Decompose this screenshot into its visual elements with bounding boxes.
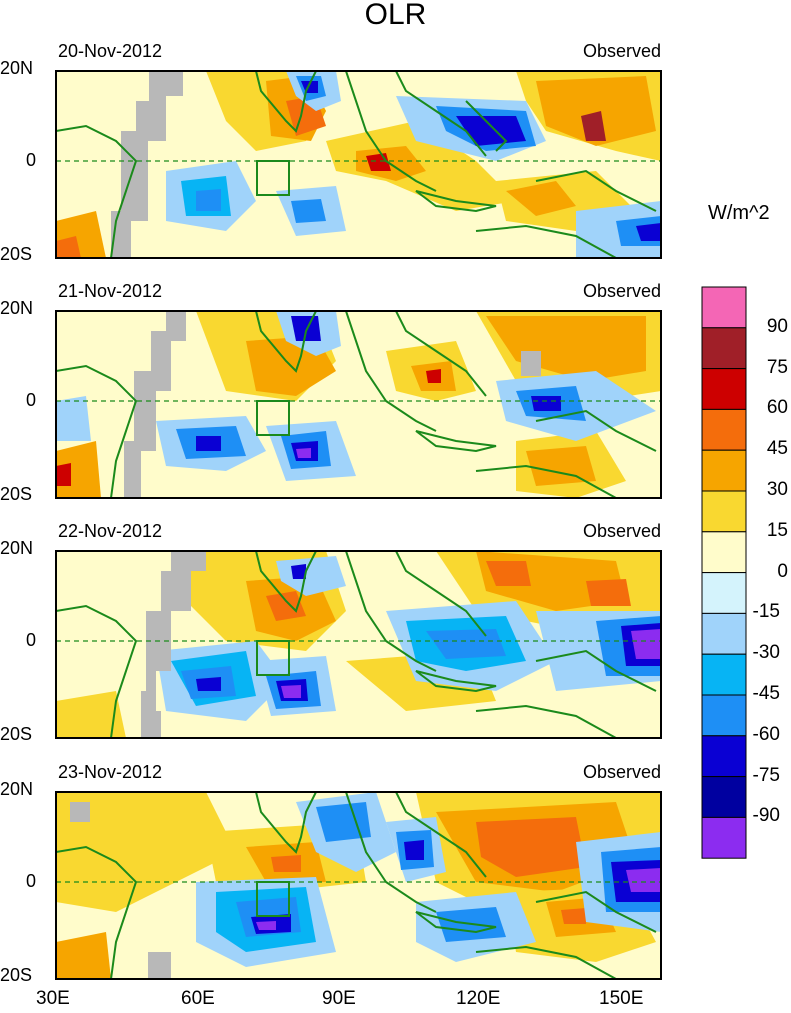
colorbar-swatch <box>701 449 747 492</box>
lat-label-eq: 0 <box>26 630 37 650</box>
panel-source: Observed <box>582 762 661 782</box>
olr-panel-1: 20-Nov-2012 Observed 20N 0 20S <box>0 41 662 264</box>
panel-source: Observed <box>582 41 661 61</box>
colorbar-level-label: 75 <box>766 356 788 378</box>
lat-label-eq: 0 <box>26 390 37 410</box>
colorbar-swatch <box>701 694 747 737</box>
panel-date: 23-Nov-2012 <box>58 762 163 782</box>
colorbar-swatch <box>701 572 747 614</box>
colorbar-level-label: 15 <box>766 519 788 541</box>
olr-map-4 <box>55 791 662 980</box>
olr-panel-3: 22-Nov-2012 Observed 20N 0 20S <box>0 521 662 744</box>
colorbar-level-label: 0 <box>777 560 788 582</box>
colorbar-level-label: -60 <box>752 723 780 745</box>
lat-label-eq: 0 <box>26 871 37 891</box>
lat-label-eq: 0 <box>26 150 37 170</box>
lat-label-20s: 20S <box>0 724 33 744</box>
olr-map-2 <box>55 310 662 499</box>
panel-date: 20-Nov-2012 <box>58 41 163 61</box>
panel-date: 21-Nov-2012 <box>58 281 163 301</box>
lon-label-150e: 150E <box>599 988 644 1009</box>
panel-source: Observed <box>582 521 661 541</box>
colorbar-level-label: 30 <box>766 479 788 500</box>
colorbar-swatches <box>701 286 747 859</box>
colorbar-swatch <box>701 612 747 655</box>
colorbar-level-label: -90 <box>752 805 780 827</box>
colorbar-level-label: -30 <box>752 642 780 664</box>
lat-label-20n: 20N <box>0 298 34 318</box>
colorbar-level-label: 45 <box>766 438 788 460</box>
colorbar-swatch <box>701 735 747 778</box>
colorbar-level-label: -75 <box>752 764 780 786</box>
colorbar-level-label: 90 <box>766 315 788 337</box>
olr-map-1 <box>55 70 662 259</box>
colorbar-swatch <box>701 531 747 574</box>
colorbar-swatch <box>701 776 747 818</box>
colorbar-swatch <box>701 653 747 696</box>
colorbar-units: W/m^2 <box>708 202 770 224</box>
panel-date: 22-Nov-2012 <box>58 521 163 541</box>
lon-label-60e: 60E <box>181 988 215 1009</box>
colorbar-swatch <box>701 286 747 329</box>
lat-label-20n: 20N <box>0 779 34 799</box>
lat-label-20s: 20S <box>0 484 33 504</box>
colorbar-level-label: 60 <box>766 397 788 419</box>
lat-label-20s: 20S <box>0 965 33 985</box>
lon-label-120e: 120E <box>456 988 501 1009</box>
lat-label-20n: 20N <box>0 538 34 558</box>
lon-label-30e: 30E <box>36 988 70 1009</box>
colorbar-level-label: -45 <box>752 683 780 704</box>
olr-panel-4: 23-Nov-2012 Observed 20N 0 20S <box>0 762 662 985</box>
olr-panel-2: 21-Nov-2012 Observed 20N 0 20S <box>0 281 662 504</box>
colorbar-swatch <box>701 368 747 410</box>
panel-source: Observed <box>582 281 661 301</box>
olr-map-3 <box>55 550 662 739</box>
colorbar-swatch <box>701 327 747 370</box>
colorbar <box>701 286 747 871</box>
colorbar-swatch <box>701 408 747 451</box>
lon-label-90e: 90E <box>322 988 356 1009</box>
colorbar-swatch <box>701 490 747 533</box>
lat-label-20n: 20N <box>0 58 34 78</box>
lat-label-20s: 20S <box>0 244 33 264</box>
map-title: OLR <box>364 0 427 31</box>
colorbar-swatch <box>701 816 747 859</box>
colorbar-level-label: -15 <box>752 601 780 623</box>
